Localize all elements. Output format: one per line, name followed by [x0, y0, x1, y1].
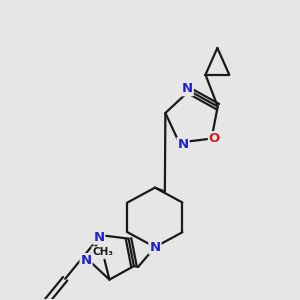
Text: N: N	[149, 241, 161, 254]
Text: N: N	[93, 231, 104, 244]
Text: N: N	[182, 82, 193, 95]
Text: N: N	[178, 138, 189, 151]
Text: N: N	[80, 254, 92, 267]
Text: CH₃: CH₃	[92, 247, 113, 257]
Text: O: O	[209, 132, 220, 145]
